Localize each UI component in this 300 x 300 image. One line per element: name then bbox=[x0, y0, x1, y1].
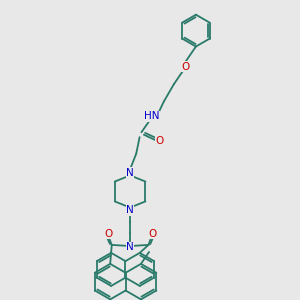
Text: O: O bbox=[104, 229, 112, 238]
Text: O: O bbox=[181, 62, 189, 72]
Text: N: N bbox=[126, 205, 134, 215]
Text: N: N bbox=[126, 168, 134, 178]
Text: O: O bbox=[148, 229, 156, 238]
Text: HN: HN bbox=[144, 111, 159, 121]
Text: O: O bbox=[155, 136, 163, 146]
Text: N: N bbox=[126, 242, 134, 252]
